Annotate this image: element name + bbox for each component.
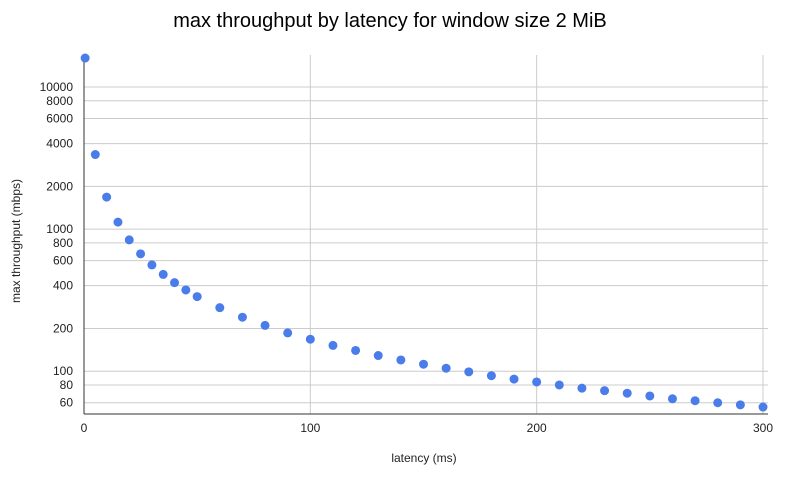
x-tick-label: 0 <box>81 421 88 435</box>
data-point <box>113 217 123 227</box>
y-tick-label: 8000 <box>46 94 73 108</box>
data-point <box>645 391 655 401</box>
data-point <box>158 269 168 279</box>
y-tick-label: 600 <box>53 254 73 268</box>
data-point <box>464 367 474 377</box>
data-point <box>90 150 100 160</box>
data-point <box>260 320 270 330</box>
y-axis-title: max throughput (mbps) <box>9 179 23 303</box>
data-point <box>554 380 564 390</box>
data-point <box>509 374 519 384</box>
y-tick-label: 200 <box>53 321 73 335</box>
y-tick-label: 800 <box>53 236 73 250</box>
y-tick-label: 60 <box>60 396 74 410</box>
x-tick-label: 100 <box>300 421 320 435</box>
data-point <box>328 340 338 350</box>
x-tick-label: 300 <box>753 421 773 435</box>
data-point <box>192 292 202 302</box>
data-point <box>351 345 361 355</box>
data-point <box>181 285 191 295</box>
data-point <box>215 303 225 313</box>
data-point <box>600 386 610 396</box>
data-point <box>735 400 745 410</box>
data-point <box>690 396 700 406</box>
x-tick-labels: 0 100 200 300 <box>81 421 774 435</box>
data-points <box>80 53 768 412</box>
data-point <box>124 235 134 245</box>
data-point <box>170 278 180 288</box>
data-point <box>419 359 428 369</box>
data-point <box>373 351 383 361</box>
data-point <box>667 394 677 404</box>
data-point <box>136 249 146 259</box>
data-point <box>532 377 542 387</box>
y-tick-label: 80 <box>60 378 74 392</box>
x-tick-label: 200 <box>527 421 547 435</box>
y-tick-label: 4000 <box>46 137 73 151</box>
y-tick-label: 2000 <box>46 179 73 193</box>
data-point <box>577 383 587 393</box>
data-point <box>396 355 406 365</box>
data-point <box>622 388 632 398</box>
y-tick-label: 100 <box>53 364 73 378</box>
axes <box>83 55 768 415</box>
data-point <box>713 398 723 408</box>
data-point <box>147 260 157 270</box>
data-point <box>486 371 496 381</box>
x-axis-title: latency (ms) <box>391 451 456 465</box>
data-point <box>305 334 315 344</box>
y-tick-label: 10000 <box>40 80 74 94</box>
y-tick-label: 6000 <box>46 112 73 126</box>
data-point <box>80 53 90 63</box>
data-point <box>102 192 112 202</box>
data-point <box>441 363 451 373</box>
data-point <box>758 402 768 412</box>
data-point <box>283 328 293 338</box>
y-tick-label: 1000 <box>46 222 73 236</box>
grid-lines <box>84 55 768 414</box>
chart-title: max throughput by latency for window siz… <box>173 10 607 32</box>
data-point <box>237 312 247 322</box>
y-tick-label: 400 <box>53 279 73 293</box>
